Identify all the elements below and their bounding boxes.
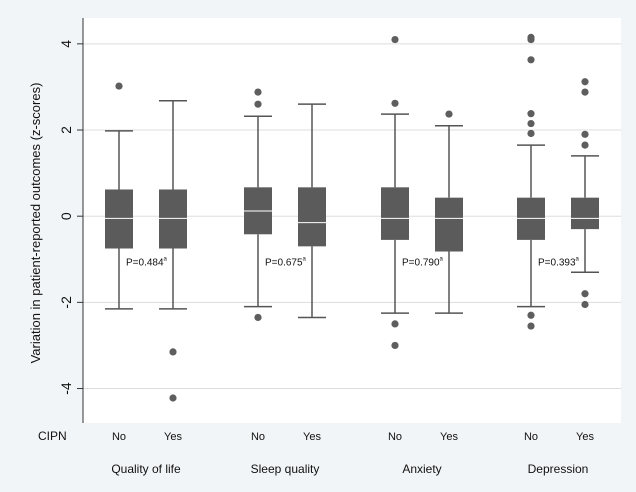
y-tick-label: 2: [58, 126, 74, 134]
p-value-superscript: a: [303, 257, 307, 263]
box-anxiety-yes: [435, 110, 463, 314]
box-quality-of-life-yes: [159, 99, 187, 402]
box-sleep-quality-yes: [298, 103, 326, 319]
y-tick-label: 4: [58, 40, 74, 48]
outlier-point: [581, 78, 589, 86]
outlier-point: [169, 394, 177, 402]
x-category-label: No: [251, 431, 265, 443]
outlier-point: [581, 130, 589, 138]
box-iqr: [435, 197, 463, 252]
outlier-point: [581, 141, 589, 149]
x-category-label: No: [112, 431, 126, 443]
outlier-point: [391, 320, 399, 328]
x-category-label: Yes: [164, 431, 182, 443]
box-iqr: [105, 189, 133, 249]
group-label: Depression: [528, 462, 589, 476]
x-category-label: Yes: [303, 431, 321, 443]
p-value-superscript: a: [164, 257, 168, 263]
box-quality-of-life-no: [105, 82, 133, 310]
x-prefix-label: CIPN: [38, 429, 67, 443]
p-value-superscript: a: [440, 257, 444, 263]
group-label: Anxiety: [402, 462, 441, 476]
y-tick-label: -4: [58, 382, 74, 395]
box-marks: P=0.484a P=0.675a P=0.790a P=0.393a: [105, 33, 599, 402]
outlier-point: [391, 341, 399, 350]
y-tick-label: -2: [58, 296, 74, 309]
outlier-point: [581, 300, 589, 309]
outlier-point: [527, 110, 535, 118]
box-sleep-quality-no: [244, 88, 272, 322]
y-axis-ticks: 4 2 0 -2 -4: [58, 18, 84, 423]
outlier-point: [391, 99, 399, 107]
outlier-point: [169, 348, 177, 356]
outlier-point: [581, 88, 589, 96]
x-category-label: Yes: [440, 431, 458, 443]
outlier-point: [527, 129, 535, 138]
p-value-label: P=0.675a: [265, 257, 307, 269]
box-iqr: [298, 187, 326, 247]
box-depression-yes: [571, 78, 599, 309]
p-value-label: P=0.393a: [538, 257, 580, 269]
outlier-point: [445, 110, 453, 118]
group-label: Sleep quality: [251, 462, 320, 476]
outlier-point: [254, 88, 262, 96]
box-depression-no: [517, 33, 545, 330]
group-label: Quality of life: [111, 462, 181, 476]
outlier-point: [254, 100, 262, 108]
x-axis-labels: No Yes Quality of life No Yes Sleep quality No…: [111, 431, 594, 476]
x-category-label: No: [524, 431, 538, 443]
p-value-label: P=0.790a: [402, 257, 444, 269]
outlier-point: [527, 311, 535, 319]
p-value-label: P=0.484a: [126, 257, 168, 269]
outlier-point: [527, 35, 535, 44]
x-category-label: Yes: [576, 431, 594, 443]
outlier-point: [581, 290, 589, 298]
outlier-point: [115, 82, 123, 90]
outlier-point: [391, 35, 399, 44]
box-iqr: [381, 187, 409, 240]
y-axis-title: Variation in patient-reported outcomes (…: [28, 83, 43, 364]
p-value-superscript: a: [576, 257, 580, 263]
outlier-point: [527, 322, 535, 330]
y-tick-label: 0: [58, 212, 74, 220]
box-iqr: [571, 197, 599, 230]
outlier-point: [254, 313, 262, 322]
x-category-label: No: [388, 431, 402, 443]
box-iqr: [159, 189, 187, 249]
outlier-point: [527, 56, 535, 64]
outlier-point: [527, 119, 535, 128]
box-anxiety-no: [381, 35, 409, 350]
